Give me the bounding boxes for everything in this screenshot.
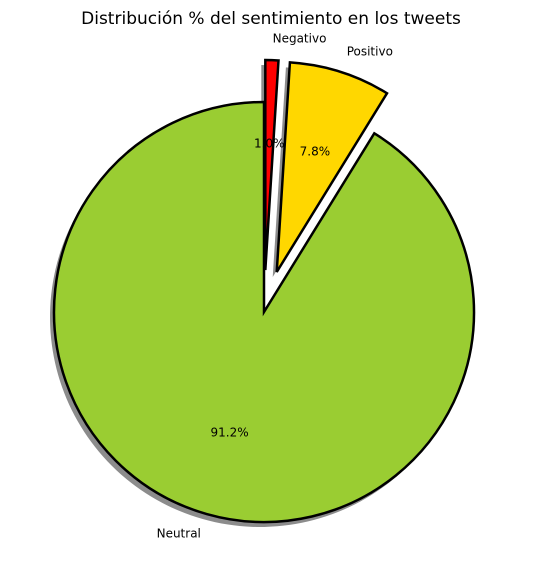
slice-pct-negativo: 1.0% [254,137,285,151]
labels: Negativo 1.0% Positivo 7.8% Neutral 91.2% [157,32,393,541]
slice-negativo [264,58,280,271]
slice-neutral [52,100,476,524]
slice-label-negativo: Negativo [273,32,327,46]
slice-pct-neutral: 91.2% [211,426,249,440]
slice-label-positivo: Positivo [347,44,393,58]
slice-positivo [275,61,389,273]
slices [52,58,476,524]
slice-pct-positivo: 7.8% [300,144,331,158]
slice-label-neutral: Neutral [157,527,201,541]
chart-title: Distribución % del sentimiento en los tw… [81,9,461,29]
